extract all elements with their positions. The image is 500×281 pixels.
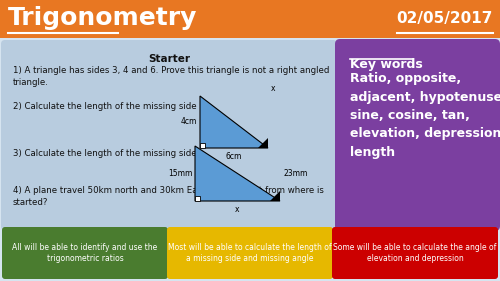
Text: 3) Calculate the length of the missing side: 3) Calculate the length of the missing s…	[13, 149, 196, 158]
FancyBboxPatch shape	[167, 227, 333, 279]
Text: All will be able to identify and use the
trigonometric ratios: All will be able to identify and use the…	[12, 243, 158, 263]
Polygon shape	[200, 96, 268, 148]
Text: Starter: Starter	[148, 54, 190, 64]
FancyBboxPatch shape	[1, 40, 337, 230]
Text: 15mm: 15mm	[168, 169, 193, 178]
Text: Most will be able to calculate the length of
a missing side and missing angle: Most will be able to calculate the lengt…	[168, 243, 332, 263]
Text: Ratio, opposite,
adjacent, hypotenuse,
sine, cosine, tan,
elevation, depression,: Ratio, opposite, adjacent, hypotenuse, s…	[350, 72, 500, 159]
Text: 1) A triangle has sides 3, 4 and 6. Prove this triangle is not a right angled
tr: 1) A triangle has sides 3, 4 and 6. Prov…	[13, 66, 330, 87]
FancyBboxPatch shape	[2, 227, 168, 279]
Polygon shape	[258, 138, 268, 148]
Text: 4cm: 4cm	[180, 117, 197, 126]
FancyBboxPatch shape	[335, 39, 500, 231]
Text: Some will be able to calculate the angle of
elevation and depression: Some will be able to calculate the angle…	[334, 243, 496, 263]
Polygon shape	[270, 191, 280, 201]
Bar	[195, 196, 200, 201]
Bar	[200, 143, 205, 148]
Text: 2) Calculate the length of the missing side: 2) Calculate the length of the missing s…	[13, 102, 196, 111]
Text: 6cm: 6cm	[226, 152, 242, 161]
FancyBboxPatch shape	[332, 227, 498, 279]
Text: Trigonometry: Trigonometry	[8, 6, 198, 30]
Bar	[0, 0, 500, 38]
Text: x: x	[236, 205, 240, 214]
Text: x: x	[271, 84, 276, 93]
Text: 4) A plane travel 50km north and 30km East. How far is it from where is
started?: 4) A plane travel 50km north and 30km Ea…	[13, 186, 324, 207]
Text: 23mm: 23mm	[284, 169, 308, 178]
Text: Key words: Key words	[350, 58, 423, 71]
Text: 02/05/2017: 02/05/2017	[396, 11, 493, 26]
Polygon shape	[195, 146, 280, 201]
